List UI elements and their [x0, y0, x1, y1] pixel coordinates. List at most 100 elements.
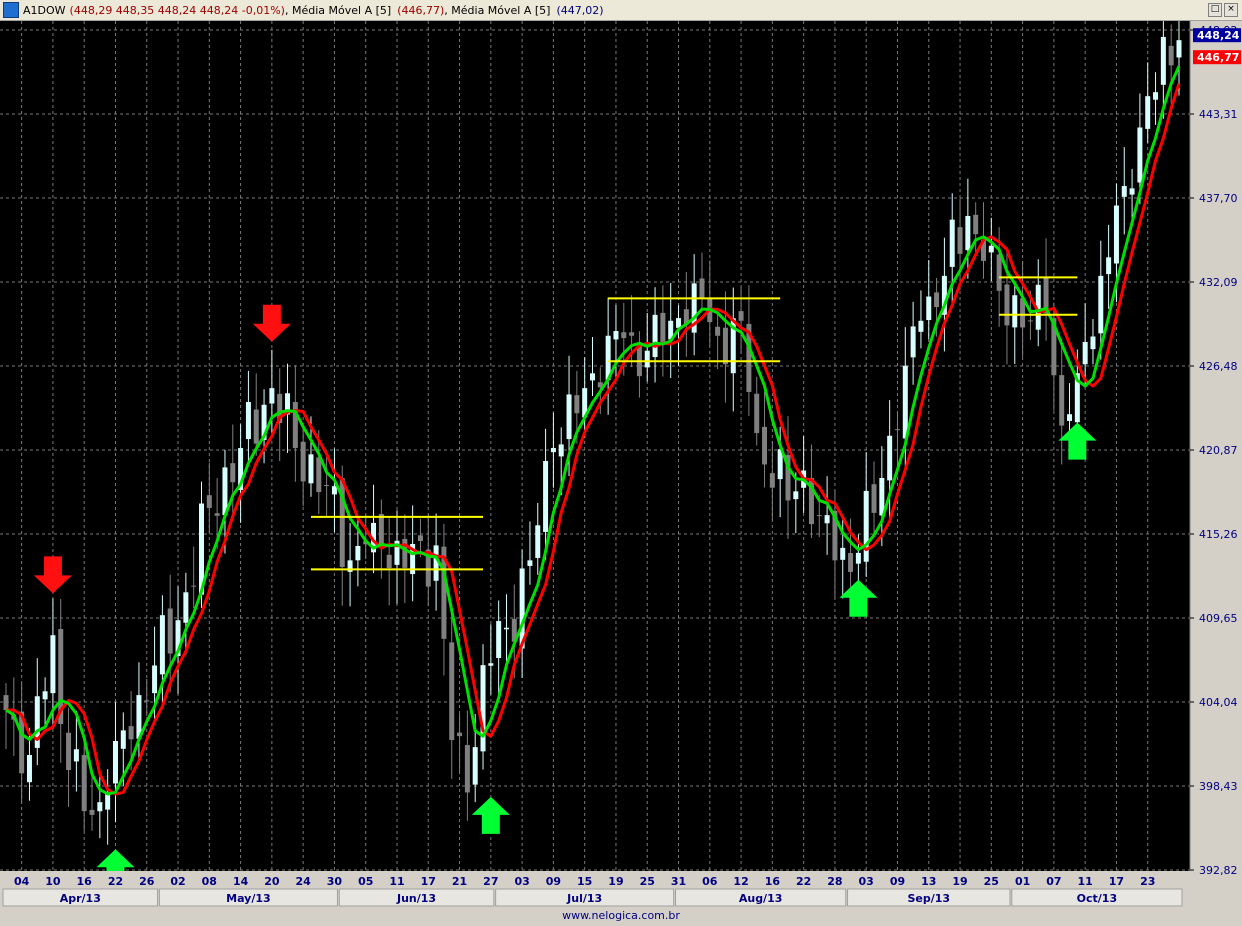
month-label: May/13 — [226, 892, 271, 905]
candle-body — [339, 478, 345, 568]
x-tick-label: 19 — [952, 875, 967, 888]
buy-arrow-icon — [1058, 422, 1097, 460]
candle-body — [97, 802, 103, 812]
month-band — [158, 888, 338, 907]
candle-body — [762, 426, 768, 465]
candle-body — [722, 327, 728, 365]
candle-body — [1137, 127, 1143, 183]
candle-body — [355, 545, 361, 561]
candle-body — [973, 214, 979, 235]
x-tick-label: 09 — [546, 875, 561, 888]
candle-body — [238, 448, 244, 490]
x-tick-label: 31 — [671, 875, 686, 888]
candle-body — [206, 495, 212, 508]
x-tick-label: 15 — [577, 875, 592, 888]
candle-body — [81, 755, 87, 812]
month-label: Apr/13 — [60, 892, 101, 905]
candle-body — [285, 393, 291, 415]
candle-body — [863, 490, 869, 562]
candle-body — [199, 503, 204, 595]
last-price-tag — [1193, 28, 1241, 43]
x-tick-label: 19 — [608, 875, 623, 888]
month-band — [495, 888, 675, 907]
candle-body — [488, 663, 494, 666]
candle-body — [1168, 45, 1174, 66]
candle-body — [965, 215, 971, 251]
candle-body — [89, 809, 95, 815]
candle-body — [574, 395, 580, 414]
x-tick-label: 24 — [296, 875, 312, 888]
candle-body — [894, 429, 900, 431]
candle-body — [832, 510, 838, 561]
close-button[interactable]: × — [1224, 3, 1238, 17]
candle-body — [464, 745, 470, 793]
candle-body — [996, 254, 1002, 291]
x-tick-label: 25 — [984, 875, 999, 888]
candle-body — [527, 560, 533, 566]
ma1-label: Média Móvel A [5] — [291, 3, 392, 17]
candle-body — [269, 388, 275, 404]
maximize-button[interactable]: □ — [1208, 3, 1222, 17]
candle-body — [816, 515, 822, 517]
candle-body — [1027, 320, 1033, 322]
x-tick-label: 28 — [827, 875, 842, 888]
x-tick-label: 06 — [702, 875, 718, 888]
candle-body — [19, 711, 25, 774]
month-label: Oct/13 — [1077, 892, 1117, 905]
y-tick-label: 420,87 — [1199, 444, 1238, 457]
candle-body — [918, 320, 924, 332]
candle-body — [934, 292, 940, 308]
candle-body — [621, 332, 627, 339]
candle-body — [1004, 284, 1010, 326]
candle-body — [1035, 284, 1041, 330]
footer-url[interactable]: www.nelogica.com.br — [0, 908, 1242, 926]
candle-body — [902, 365, 908, 439]
buy-arrow-icon — [471, 796, 510, 834]
y-tick-label: 398,43 — [1199, 780, 1238, 793]
month-band — [338, 888, 495, 907]
candle-body — [926, 296, 932, 321]
candle-body — [34, 696, 40, 748]
candle-body — [715, 326, 721, 336]
x-tick-label: 09 — [890, 875, 905, 888]
x-tick-label: 08 — [202, 875, 217, 888]
x-tick-label: 22 — [796, 875, 811, 888]
x-tick-label: 23 — [1140, 875, 1155, 888]
candle-body — [652, 314, 658, 358]
candle-body — [683, 309, 689, 325]
candle-body — [1153, 92, 1159, 100]
candle-body — [1012, 295, 1018, 328]
month-label: Aug/13 — [739, 892, 783, 905]
candle-body — [988, 245, 994, 253]
candle-body — [58, 628, 64, 725]
candle-body — [738, 311, 744, 321]
candle-body — [1098, 275, 1104, 334]
candle-body — [590, 373, 595, 381]
candle-body — [699, 278, 705, 299]
candle-body — [105, 792, 111, 810]
candle-body — [840, 547, 846, 560]
candle-body — [676, 318, 682, 328]
candle-body — [879, 478, 885, 516]
ma1-value: (446,77) — [397, 3, 445, 17]
x-tick-label: 21 — [452, 875, 467, 888]
candle-body — [26, 755, 32, 783]
candle-body — [1082, 341, 1088, 365]
y-tick-label: 443,31 — [1199, 108, 1238, 121]
candle-body — [644, 350, 650, 368]
candle-body — [245, 402, 251, 440]
candle-body — [730, 318, 736, 374]
candle-body — [73, 749, 79, 762]
candle-body — [613, 331, 619, 340]
x-axis-days-panel — [0, 871, 1190, 889]
x-tick-label: 22 — [108, 875, 123, 888]
candle-body — [378, 513, 384, 548]
candle-body — [112, 741, 118, 784]
candle-body — [871, 484, 877, 513]
candle-body — [402, 538, 408, 568]
month-label: Jul/13 — [566, 892, 602, 905]
candle-body — [120, 730, 126, 749]
month-band — [2, 888, 159, 907]
candle-body — [457, 732, 463, 737]
ma-price-tag — [1193, 50, 1241, 65]
